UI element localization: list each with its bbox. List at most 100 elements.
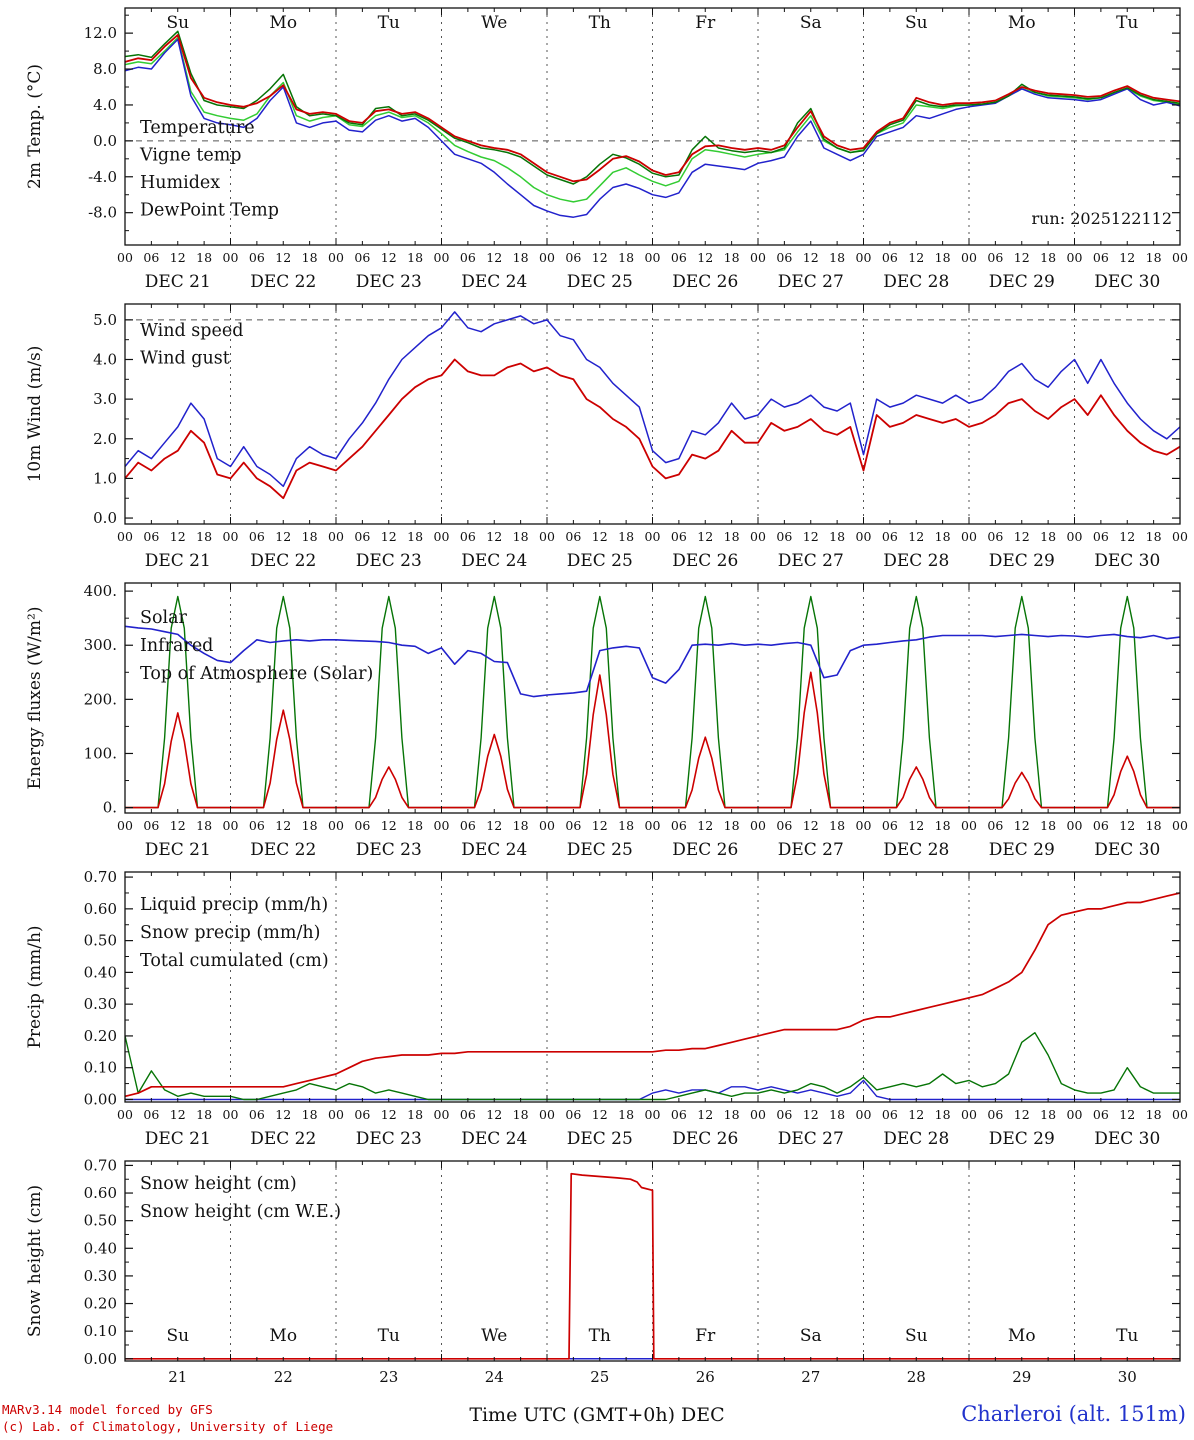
- legend-item: Solar: [140, 608, 188, 628]
- hour-label: 00: [539, 529, 555, 544]
- day-name-label: Tu: [1116, 1326, 1138, 1346]
- credit-line1: MARv3.14 model forced by GFS: [2, 1402, 213, 1417]
- date-label: DEC 28: [883, 1129, 949, 1149]
- hour-label: 06: [249, 529, 265, 544]
- hour-label: 18: [302, 818, 318, 833]
- date-label: DEC 27: [778, 1129, 844, 1149]
- date-label: DEC 28: [883, 272, 949, 292]
- date-label: DEC 29: [989, 551, 1055, 571]
- hour-label: 06: [882, 529, 898, 544]
- run-label: run: 2025122112: [1031, 209, 1172, 228]
- hour-label: 12: [803, 818, 819, 833]
- hour-label: 00: [1172, 818, 1188, 833]
- series-snow-precip-mm-h-: [125, 1079, 1180, 1101]
- hour-label: 06: [987, 818, 1003, 833]
- hour-label: 12: [697, 1107, 713, 1122]
- hour-label: 06: [776, 529, 792, 544]
- y-tick-label: 0.: [103, 799, 117, 817]
- y-axis-title: 10m Wind (m/s): [25, 346, 45, 483]
- y-tick-label: 0.30: [84, 1267, 117, 1285]
- hour-label: 06: [354, 529, 370, 544]
- hour-label: 06: [354, 250, 370, 265]
- hour-label: 12: [1014, 529, 1030, 544]
- date-label: DEC 26: [672, 272, 738, 292]
- hour-label: 06: [776, 250, 792, 265]
- hour-label: 06: [460, 818, 476, 833]
- day-name-label: Th: [589, 1326, 611, 1346]
- hour-label: 00: [1067, 529, 1083, 544]
- date-label: DEC 26: [672, 840, 738, 860]
- y-tick-label: 0.20: [84, 1027, 117, 1045]
- model-credit: MARv3.14 model forced by GFS (c) Lab. of…: [2, 1401, 333, 1435]
- hour-label: 06: [671, 1107, 687, 1122]
- hour-label: 12: [381, 250, 397, 265]
- hour-label: 12: [486, 250, 502, 265]
- y-tick-label: 0.10: [84, 1059, 117, 1077]
- y-axis-title: Energy fluxes (W/m²): [25, 607, 45, 790]
- hour-label: 00: [434, 818, 450, 833]
- date-label: DEC 28: [883, 840, 949, 860]
- y-tick-label: 4.0: [93, 350, 117, 368]
- day-number-label: 30: [1118, 1368, 1137, 1386]
- hour-label: 12: [275, 818, 291, 833]
- hour-label: 12: [592, 1107, 608, 1122]
- date-label: DEC 21: [145, 840, 211, 860]
- hour-label: 12: [908, 1107, 924, 1122]
- y-axis-title: Snow height (cm): [25, 1185, 45, 1337]
- legend-item: Snow precip (mm/h): [140, 923, 320, 943]
- day-name-label: Su: [166, 1326, 189, 1346]
- hour-label: 00: [1067, 250, 1083, 265]
- hour-label: 18: [1146, 250, 1162, 265]
- hour-label: 12: [803, 250, 819, 265]
- day-number-label: 26: [696, 1368, 715, 1386]
- day-name-label: Su: [166, 13, 189, 33]
- day-name-label: Mo: [269, 1326, 297, 1346]
- hour-label: 00: [539, 250, 555, 265]
- hour-label: 00: [856, 818, 872, 833]
- date-label: DEC 23: [356, 272, 422, 292]
- y-tick-label: 0.00: [84, 1090, 117, 1108]
- series-infrared: [125, 625, 1180, 698]
- day-number-label: 23: [379, 1368, 398, 1386]
- hour-label: 06: [143, 818, 159, 833]
- hour-label: 06: [460, 1107, 476, 1122]
- footer: MARv3.14 model forced by GFS (c) Lab. of…: [0, 1400, 1194, 1440]
- y-tick-label: -8.0: [88, 204, 117, 222]
- hour-label: 06: [987, 250, 1003, 265]
- y-tick-label: 300.: [84, 636, 117, 654]
- day-name-label: Mo: [1008, 1326, 1036, 1346]
- hour-label: 18: [618, 529, 634, 544]
- date-label: DEC 21: [145, 272, 211, 292]
- hour-label: 12: [170, 818, 186, 833]
- hour-label: 06: [1093, 1107, 1109, 1122]
- date-label: DEC 21: [145, 551, 211, 571]
- date-label: DEC 24: [461, 840, 527, 860]
- hour-label: 18: [1040, 818, 1056, 833]
- day-number-label: 28: [907, 1368, 926, 1386]
- date-label: DEC 22: [250, 551, 316, 571]
- day-name-label: Tu: [1116, 13, 1138, 33]
- hour-label: 12: [1014, 250, 1030, 265]
- hour-label: 18: [513, 818, 529, 833]
- date-label: DEC 27: [778, 551, 844, 571]
- hour-label: 06: [460, 529, 476, 544]
- hour-label: 12: [275, 250, 291, 265]
- legend-item: Infrared: [140, 636, 213, 656]
- legend-item: DewPoint Temp: [140, 201, 279, 221]
- wind-panel: 0.0 1.0 2.0 3.0 4.0 5.0 00 06 12 18 00 06 12 18 00 06 12…: [25, 303, 1188, 571]
- y-tick-label: 0.20: [84, 1295, 117, 1313]
- legend-item: Wind gust: [140, 349, 230, 369]
- hour-label: 06: [776, 818, 792, 833]
- hour-label: 12: [486, 818, 502, 833]
- date-label: DEC 24: [461, 551, 527, 571]
- hour-label: 00: [1067, 1107, 1083, 1122]
- day-name-label: Tu: [378, 1326, 400, 1346]
- day-number-label: 27: [801, 1368, 820, 1386]
- hour-label: 06: [882, 818, 898, 833]
- y-tick-label: 0.50: [84, 932, 117, 950]
- hour-label: 06: [143, 1107, 159, 1122]
- date-label: DEC 28: [883, 551, 949, 571]
- y-tick-label: -4.0: [88, 168, 117, 186]
- day-number-label: 25: [590, 1368, 609, 1386]
- legend-item: Vigne temp: [139, 146, 242, 166]
